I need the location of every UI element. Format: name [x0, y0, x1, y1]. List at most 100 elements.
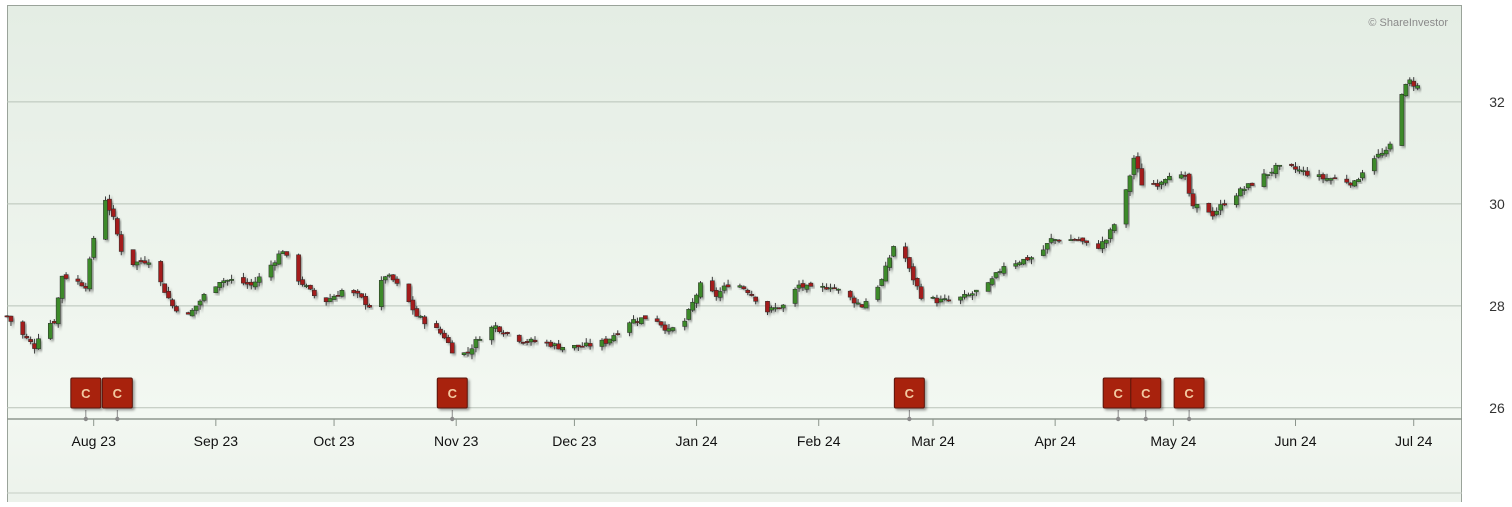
event-marker[interactable]: C	[893, 377, 925, 422]
x-tick-label: Jan 24	[676, 433, 718, 449]
candle-body-down	[1096, 243, 1101, 249]
candle-body-down	[1222, 203, 1227, 206]
candle	[339, 288, 345, 298]
candle	[170, 298, 175, 309]
candle	[820, 282, 826, 292]
candle	[111, 205, 116, 220]
candle	[556, 339, 562, 350]
candle-body-up	[560, 346, 565, 351]
candle	[560, 346, 565, 353]
candle	[505, 331, 510, 336]
candle	[1289, 163, 1294, 167]
candle-body-down	[1139, 168, 1145, 186]
candle-body-up	[134, 261, 140, 266]
candle-body-down	[579, 345, 585, 348]
candle	[690, 298, 695, 312]
candle-body-up	[91, 237, 97, 258]
candle-body-down	[83, 286, 89, 289]
candle-body-down	[497, 326, 502, 332]
candle-body-down	[516, 334, 522, 342]
candle	[709, 276, 715, 293]
candle	[1375, 149, 1381, 159]
candle-body-up	[217, 282, 223, 288]
candle-body-down	[114, 218, 120, 235]
candle	[363, 293, 368, 310]
candle	[134, 261, 140, 271]
candle	[1127, 174, 1133, 196]
candle-body-down	[749, 294, 755, 296]
candle-body-up	[985, 282, 991, 292]
candle-body-down	[1135, 156, 1141, 169]
candle-body-down	[28, 339, 33, 342]
event-marker-box	[1173, 377, 1205, 409]
candle-body-down	[824, 287, 829, 290]
candle-body-down	[367, 305, 372, 308]
candle	[670, 326, 676, 333]
event-marker[interactable]: C	[1173, 377, 1205, 422]
event-marker[interactable]: C	[436, 377, 468, 422]
candle	[836, 288, 841, 294]
candle	[875, 285, 881, 302]
candle	[516, 334, 522, 344]
candlesticks	[4, 77, 1421, 360]
event-marker-label: C	[81, 386, 91, 401]
candle-body-down	[658, 321, 664, 326]
candle	[442, 330, 447, 340]
event-marker-box	[1130, 377, 1162, 409]
event-marker[interactable]: C	[70, 377, 102, 422]
candle-body-up	[1407, 79, 1413, 84]
candle-body-up	[769, 307, 774, 311]
candle-body-up	[639, 317, 644, 324]
candle	[1293, 162, 1298, 173]
candle-body-up	[792, 288, 798, 304]
candle	[1360, 169, 1365, 181]
candle-body-up	[1163, 179, 1168, 184]
candle	[1241, 186, 1247, 195]
candle-body-up	[997, 271, 1003, 273]
event-marker[interactable]: C	[1130, 377, 1162, 422]
candle	[284, 251, 290, 258]
candle-body-up	[1100, 241, 1105, 249]
candle-body-up	[1123, 189, 1129, 225]
candle	[694, 293, 699, 308]
candle-body-up	[607, 338, 613, 344]
x-tick-label: Oct 23	[313, 433, 354, 449]
candle-body-down	[394, 278, 400, 284]
candle-body-down	[1084, 240, 1090, 243]
candle	[1056, 239, 1062, 243]
candle	[394, 276, 400, 287]
candle	[8, 315, 14, 326]
candle-body-up	[193, 305, 199, 311]
event-marker[interactable]: C	[101, 377, 133, 422]
candle-body-down	[662, 324, 668, 331]
candle	[780, 303, 786, 313]
candle-body-down	[725, 284, 731, 288]
candle	[308, 284, 313, 290]
candle-body-down	[544, 341, 550, 344]
candle-body-up	[1399, 94, 1405, 146]
candle-body-down	[75, 278, 81, 282]
candle	[158, 260, 164, 287]
candle-body-down	[323, 297, 329, 303]
candle-body-up	[1104, 239, 1109, 244]
candle-body-down	[903, 246, 908, 259]
event-marker-box	[101, 377, 133, 409]
event-marker-box	[70, 377, 102, 409]
y-axis-ticks: 26 28 30 32	[1489, 94, 1505, 416]
candle-body-down	[449, 342, 455, 354]
candle	[327, 293, 333, 303]
candle-body-up	[1017, 262, 1023, 265]
candle-body-down	[166, 290, 171, 299]
candle-body-up	[1044, 243, 1050, 250]
candle	[642, 315, 648, 320]
candle-body-up	[489, 326, 495, 341]
candle	[1111, 223, 1117, 233]
candle	[698, 281, 703, 299]
candle-body-down	[406, 283, 412, 303]
candle	[1029, 256, 1034, 265]
candle-body-down	[1348, 182, 1354, 186]
event-marker[interactable]: C	[1102, 377, 1134, 422]
candle-body-up	[1131, 157, 1137, 175]
candle	[461, 352, 467, 357]
candle-body-up	[804, 284, 810, 290]
